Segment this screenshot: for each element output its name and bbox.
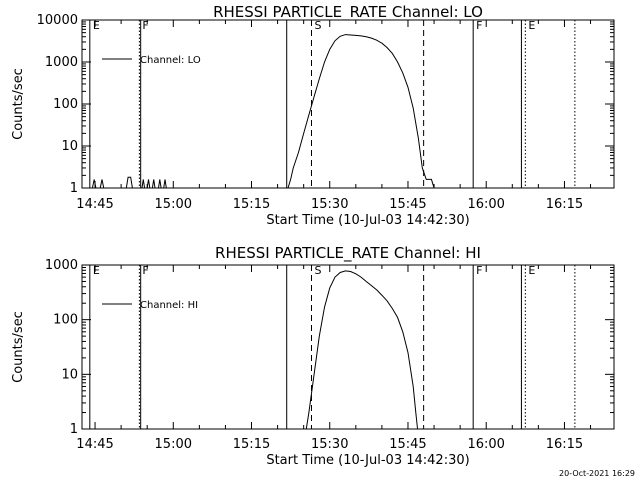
plot-frame (81, 19, 615, 189)
y-tick-label: 1 (70, 181, 78, 196)
y-axis-label: Counts/sec (11, 68, 26, 140)
marker-label: F (476, 19, 482, 32)
x-tick-label: 16:00 (467, 197, 504, 212)
y-tick-label: 100 (53, 97, 78, 112)
x-tick-label: 15:45 (389, 197, 426, 212)
marker-label: E (93, 19, 100, 32)
chart-panel-2: RHESSI PARTICLE_RATE Channel: HI 1 10 100 10… (11, 244, 615, 468)
x-axis-label: Start Time (10-Jul-03 14:42:30) (266, 453, 469, 468)
series-line (82, 34, 614, 189)
marker-label: S (314, 19, 321, 32)
x-tick-label: 16:15 (546, 437, 583, 452)
x-tick-label: 15:30 (311, 197, 348, 212)
marker-label: F (142, 19, 148, 32)
y-tick-label: 100 (53, 313, 78, 328)
chart-panel-1: RHESSI PARTICLE_RATE Channel: LO 1 10 100 10… (11, 3, 615, 228)
x-tick-label: 16:15 (546, 197, 583, 212)
x-tick-label: 15:15 (233, 437, 270, 452)
legend-label: Channel: HI (140, 300, 198, 311)
y-tick-label: 1 (70, 422, 78, 437)
series-line (82, 270, 614, 430)
x-tick-label: 15:45 (389, 437, 426, 452)
marker-label: F (476, 264, 482, 277)
chart-title: RHESSI PARTICLE_RATE Channel: HI (215, 244, 481, 263)
generated-timestamp: 20-Oct-2021 16:29 (559, 469, 635, 478)
x-tick-label: 14:45 (76, 197, 113, 212)
x-tick-label: 15:30 (311, 437, 348, 452)
marker-label: E (528, 264, 535, 277)
marker-label: E (528, 19, 535, 32)
legend-label: Channel: LO (140, 55, 201, 66)
x-tick-label: 15:00 (155, 197, 192, 212)
x-axis-label: Start Time (10-Jul-03 14:42:30) (266, 213, 469, 228)
x-tick-label: 16:00 (467, 437, 504, 452)
x-tick-label: 14:45 (76, 437, 113, 452)
y-tick-label: 10000 (37, 13, 78, 28)
marker-label: S (314, 264, 321, 277)
marker-label: F (142, 264, 148, 277)
marker-label: E (93, 264, 100, 277)
y-tick-label: 10 (61, 139, 78, 154)
plot-frame (81, 264, 615, 430)
y-tick-label: 10 (61, 367, 78, 382)
x-tick-label: 15:00 (155, 437, 192, 452)
chart-title: RHESSI PARTICLE_RATE Channel: LO (213, 3, 483, 22)
y-tick-label: 1000 (45, 258, 78, 273)
y-axis-label: Counts/sec (11, 311, 26, 383)
y-tick-label: 1000 (45, 55, 78, 70)
x-tick-label: 15:15 (233, 197, 270, 212)
